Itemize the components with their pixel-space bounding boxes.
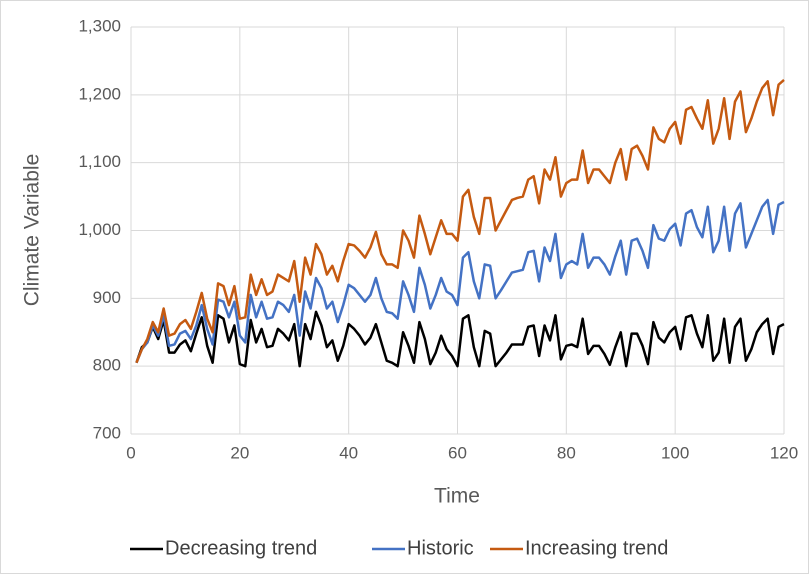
x-tick-label: 40 — [339, 443, 358, 462]
series-line — [135, 198, 785, 364]
legend-label: Increasing trend — [525, 537, 668, 559]
x-tick-label: 100 — [661, 443, 689, 462]
y-tick-label: 700 — [93, 423, 121, 442]
y-tick-label: 1,200 — [78, 84, 121, 103]
x-tick-label: 20 — [230, 443, 249, 462]
x-tick-label: 120 — [770, 443, 798, 462]
y-axis-title: Climate Variable — [21, 154, 44, 307]
legend-label: Historic — [407, 537, 474, 559]
y-tick-label: 1,000 — [78, 220, 121, 239]
x-tick-label: 0 — [126, 443, 135, 462]
y-tick-label: 900 — [93, 288, 121, 307]
y-tick-label: 1,100 — [78, 152, 121, 171]
x-axis-title: Time — [434, 485, 480, 508]
x-tick-label: 80 — [557, 443, 576, 462]
y-tick-label: 1,300 — [78, 16, 121, 35]
series-line — [135, 310, 785, 368]
legend-label: Decreasing trend — [165, 537, 317, 559]
x-tick-label: 60 — [448, 443, 467, 462]
series-line — [135, 78, 785, 364]
y-tick-label: 800 — [93, 356, 121, 375]
